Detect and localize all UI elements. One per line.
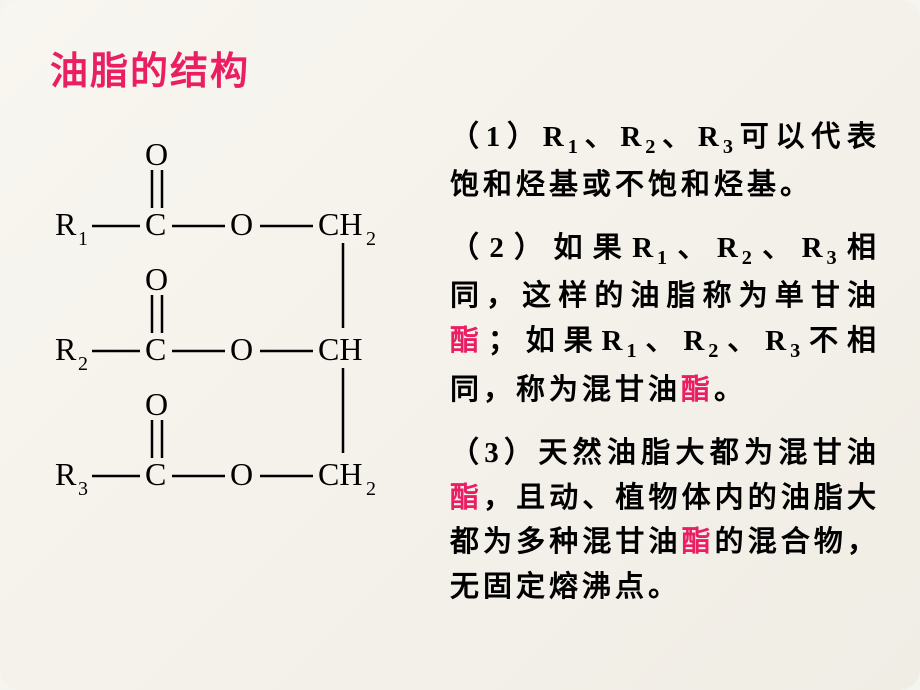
chemical-structure: R 1 C O O CH 2 R 2 C xyxy=(50,135,420,515)
p1-prefix: （1）R xyxy=(450,121,568,153)
p2-s2: 2 xyxy=(742,247,756,269)
p2-s1: 1 xyxy=(657,247,671,269)
c1-label: C xyxy=(145,206,166,242)
r3-sub: 3 xyxy=(78,478,88,500)
r1-sub: 1 xyxy=(78,228,88,250)
slide-container: 油脂的结构 R 1 C O O CH 2 R 2 xyxy=(0,0,920,690)
r1-label: R xyxy=(55,206,77,242)
o3-label: O xyxy=(230,456,253,492)
p2-hl1: 酯 xyxy=(450,325,488,357)
p2-s5: 2 xyxy=(708,340,722,362)
paragraph-2: （2）如果R1、R2、R3相同，这样的油脂称为单甘油酯；如果R1、R2、R3不相… xyxy=(450,226,880,412)
p2-s4: 1 xyxy=(626,340,640,362)
text-column: （1）R1、R2、R3可以代表饱和烃基或不饱和烃基。 （2）如果R1、R2、R3… xyxy=(450,115,880,628)
p2-m4: 、R xyxy=(722,325,790,357)
content-row: R 1 C O O CH 2 R 2 C xyxy=(50,115,880,628)
ch-mid: CH xyxy=(318,331,362,367)
slide-title: 油脂的结构 xyxy=(50,40,880,95)
p2-m2: 、R xyxy=(756,232,827,264)
p2-m1: 、R xyxy=(671,232,742,264)
p1-s3: 3 xyxy=(723,136,737,158)
r3-label: R xyxy=(55,456,77,492)
o3-dbl: O xyxy=(145,386,168,422)
paragraph-1: （1）R1、R2、R3可以代表饱和烃基或不饱和烃基。 xyxy=(450,115,880,208)
p1-s1: 1 xyxy=(568,136,582,158)
ch2-3-sub: 2 xyxy=(366,478,376,500)
ch2-1: CH xyxy=(318,206,362,242)
p3-prefix: （3）天然油脂大都为混甘油 xyxy=(450,437,880,469)
structure-svg: R 1 C O O CH 2 R 2 C xyxy=(50,135,420,515)
o2-label: O xyxy=(230,331,253,367)
r2-sub: 2 xyxy=(78,353,88,375)
p3-hl1: 酯 xyxy=(450,482,483,514)
p1-m1: 、R xyxy=(582,121,645,153)
p1-s2: 2 xyxy=(645,136,659,158)
p2-s6: 3 xyxy=(790,340,804,362)
p2-tail: 。 xyxy=(714,374,747,406)
c2-label: C xyxy=(145,331,166,367)
p2-s3: 3 xyxy=(827,247,841,269)
paragraph-3: （3）天然油脂大都为混甘油酯，且动、植物体内的油脂大都为多种混甘油酯的混合物，无… xyxy=(450,431,880,611)
p3-hl2: 酯 xyxy=(682,526,715,558)
o1-label: O xyxy=(230,206,253,242)
p2-m3: 、R xyxy=(641,325,709,357)
p1-m2: 、R xyxy=(659,121,722,153)
r2-label: R xyxy=(55,331,77,367)
o1-dbl: O xyxy=(145,136,168,172)
o2-dbl: O xyxy=(145,261,168,297)
p2-hl2: 酯 xyxy=(681,374,714,406)
p2-prefix: （2）如果R xyxy=(450,232,657,264)
ch2-3: CH xyxy=(318,456,362,492)
c3-label: C xyxy=(145,456,166,492)
ch2-1-sub: 2 xyxy=(366,228,376,250)
p2-mid2: ；如果R xyxy=(488,325,627,357)
